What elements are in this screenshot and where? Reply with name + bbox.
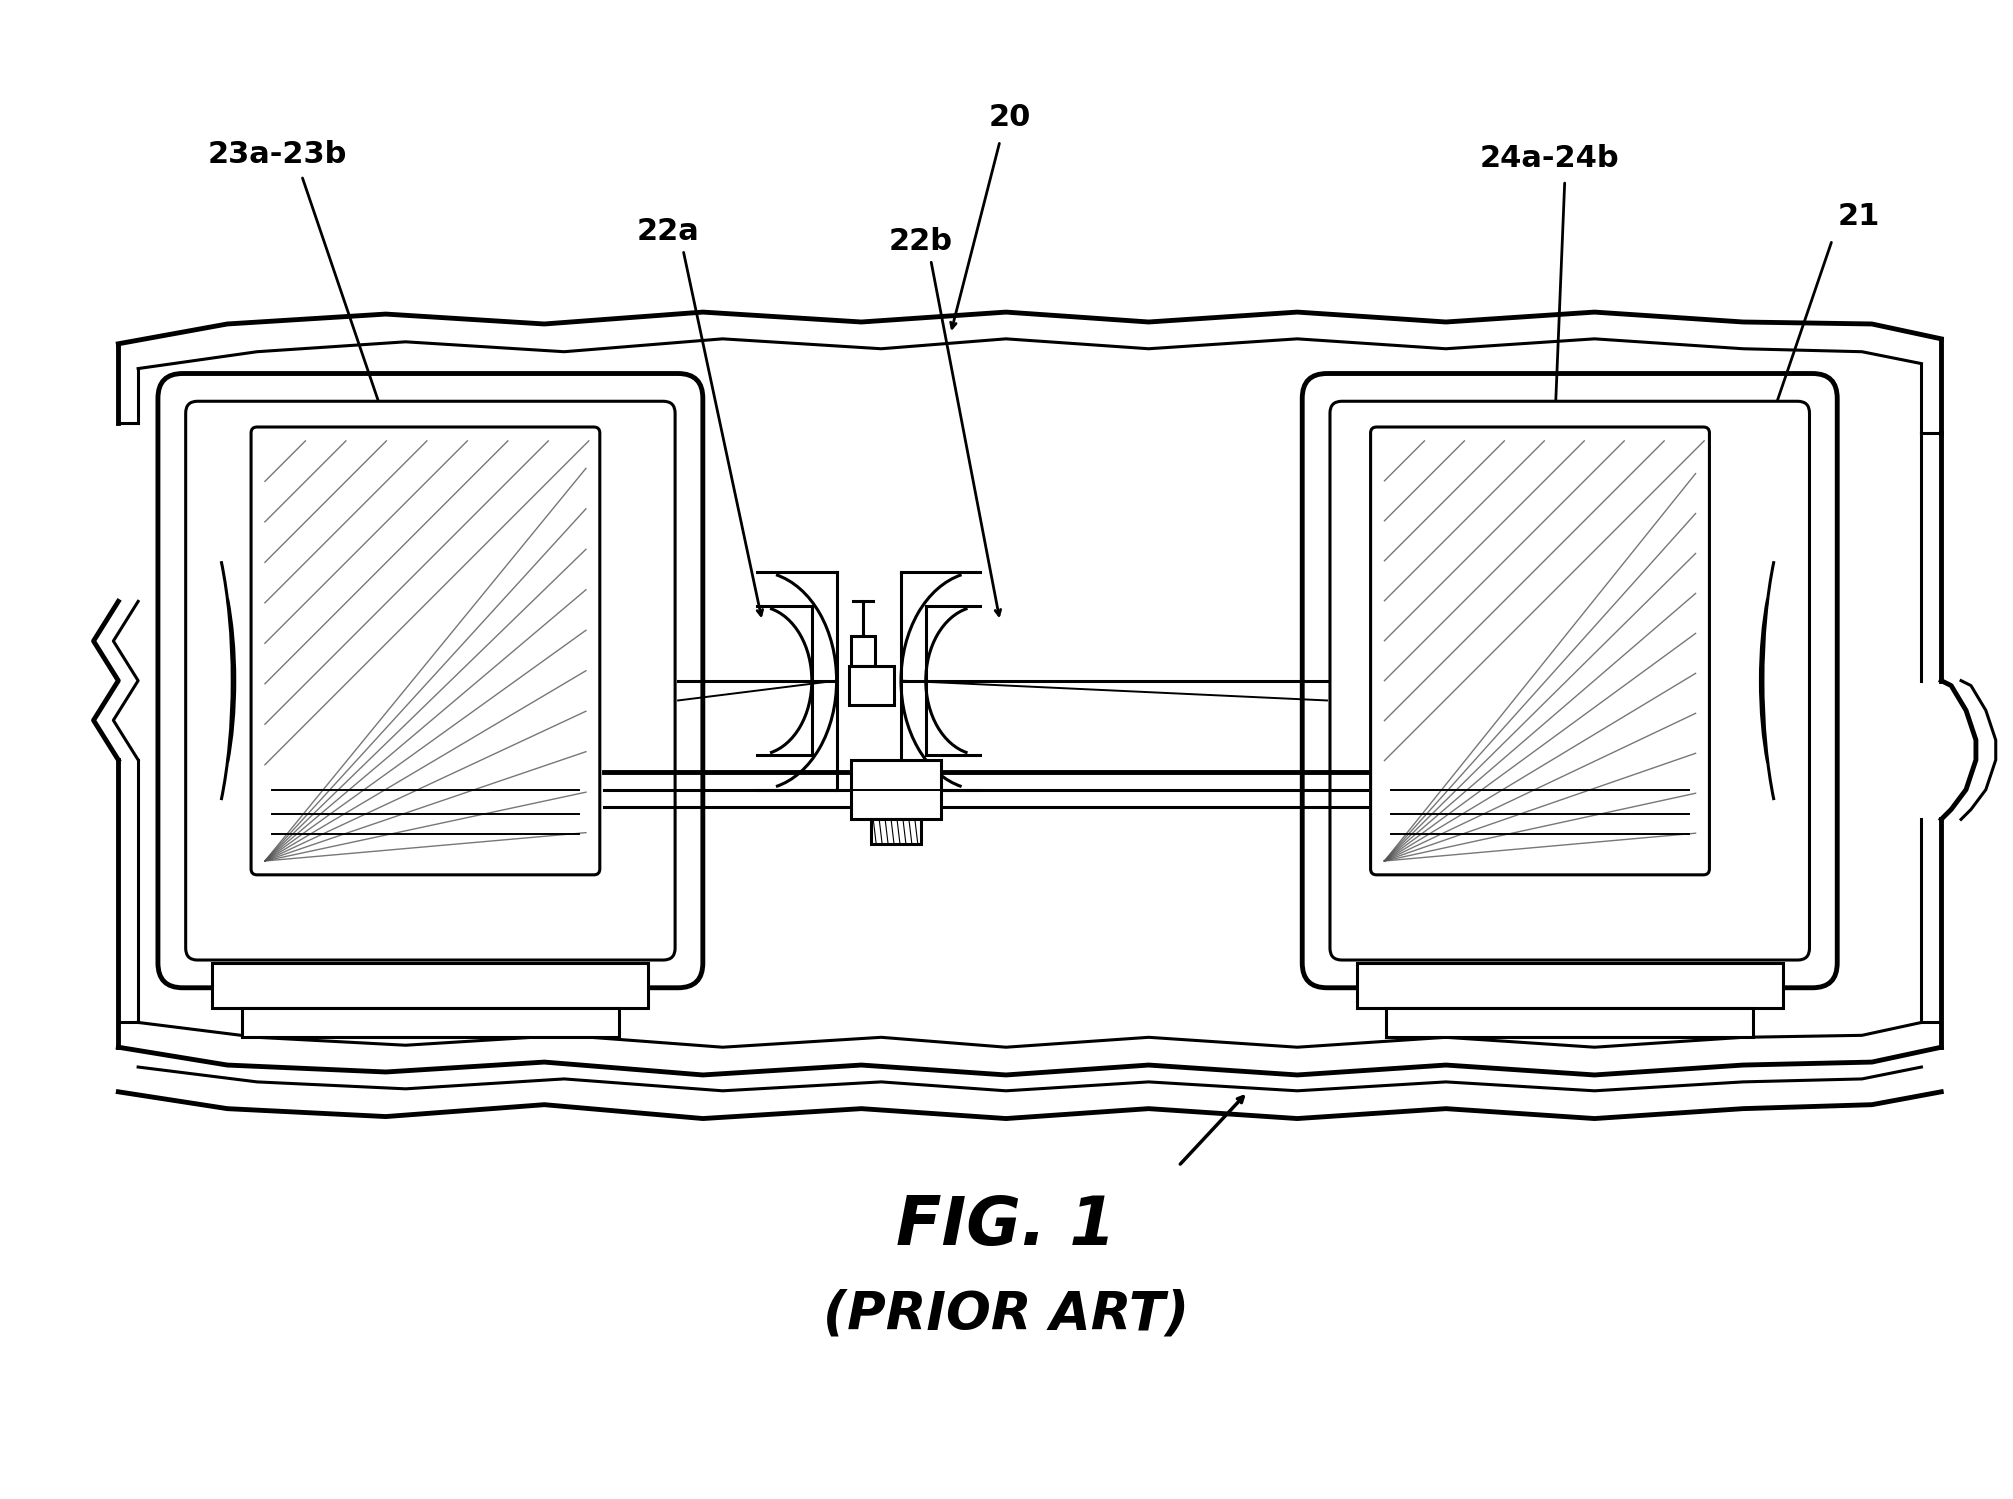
Bar xyxy=(1357,962,1784,1007)
Bar xyxy=(242,1007,618,1037)
Bar xyxy=(851,760,940,820)
Bar xyxy=(872,820,920,844)
Bar xyxy=(849,666,894,706)
Bar xyxy=(213,962,648,1007)
Bar xyxy=(1387,1007,1753,1037)
FancyBboxPatch shape xyxy=(1331,402,1810,959)
Text: (PRIOR ART): (PRIOR ART) xyxy=(823,1289,1190,1340)
Text: 24a-24b: 24a-24b xyxy=(1480,144,1620,174)
FancyBboxPatch shape xyxy=(185,402,674,959)
FancyBboxPatch shape xyxy=(1371,427,1709,875)
Bar xyxy=(851,636,876,666)
Text: 23a-23b: 23a-23b xyxy=(207,141,346,169)
Text: 22b: 22b xyxy=(890,226,952,256)
FancyBboxPatch shape xyxy=(1302,373,1838,988)
Text: 22a: 22a xyxy=(636,217,701,246)
Text: 20: 20 xyxy=(988,103,1031,132)
Text: FIG. 1: FIG. 1 xyxy=(896,1193,1115,1259)
FancyBboxPatch shape xyxy=(252,427,600,875)
FancyBboxPatch shape xyxy=(157,373,703,988)
Text: 21: 21 xyxy=(1838,202,1880,231)
